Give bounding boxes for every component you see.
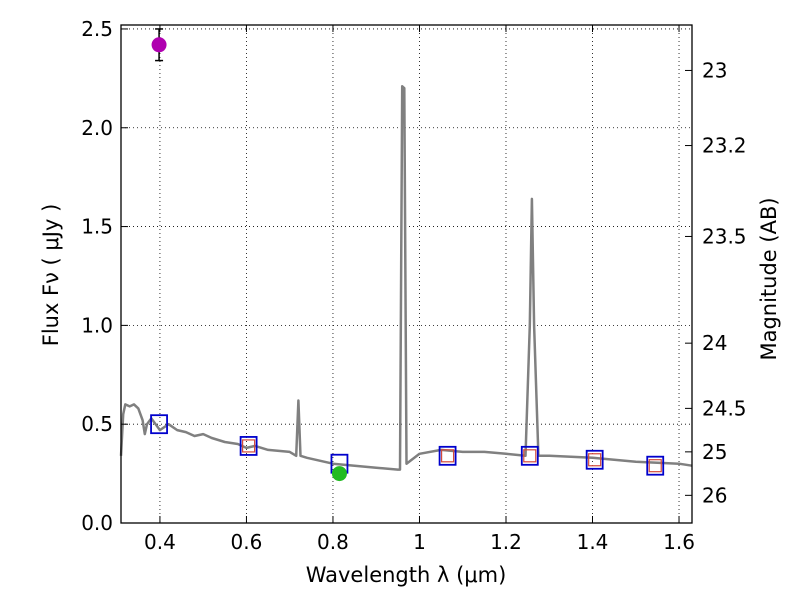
x-tick-label: 0.6 bbox=[231, 530, 263, 554]
y-tick-label: 0.0 bbox=[81, 511, 113, 535]
y2-tick-label: 25 bbox=[702, 440, 727, 464]
model-flux-marker bbox=[239, 436, 258, 456]
y2-tick-label: 24 bbox=[702, 331, 727, 355]
y2-tick-label: 26 bbox=[702, 483, 727, 507]
plot-frame bbox=[120, 24, 693, 524]
x-tick-label: 0.4 bbox=[144, 530, 176, 554]
photometry-2-marker bbox=[331, 466, 347, 482]
grid bbox=[121, 25, 692, 524]
x-tick-label: 1.4 bbox=[577, 530, 609, 554]
y2-tick-label: 23 bbox=[702, 58, 727, 82]
x-tick-label: 0.8 bbox=[317, 530, 349, 554]
observed-flux-marker bbox=[440, 449, 455, 463]
observed-flux-marker bbox=[648, 459, 662, 473]
y-tick-label: 2.0 bbox=[81, 116, 113, 140]
model-spectrum-line bbox=[119, 85, 693, 471]
y-tick-label: 0.5 bbox=[81, 412, 113, 436]
model-flux-marker bbox=[150, 414, 168, 435]
model-flux-marker bbox=[585, 449, 604, 470]
observed-flux-marker bbox=[242, 439, 256, 453]
observed-flux-marker bbox=[523, 449, 537, 463]
y-axis-label: Flux Fν ( μJy ) bbox=[39, 204, 63, 347]
x-tick-label: 1.6 bbox=[663, 530, 695, 554]
y-tick-label: 1.5 bbox=[81, 215, 113, 239]
observed-flux-marker bbox=[588, 453, 602, 467]
y2-tick-label: 23.2 bbox=[702, 134, 747, 158]
x-tick-label: 1 bbox=[413, 530, 426, 554]
y2-tick-label: 24.5 bbox=[702, 396, 747, 420]
model-flux-marker bbox=[646, 455, 665, 476]
x-axis-label: Wavelength λ (μm) bbox=[306, 563, 507, 587]
y-tick-label: 2.5 bbox=[81, 17, 113, 41]
axis-ticks: 0.4 0.6 0.8 1 1.2 1.4 1.6 0.0 0.5 1.0 1.5 2.0 2.5 23 2… bbox=[81, 17, 746, 554]
y2-tick-label: 23.5 bbox=[702, 224, 747, 248]
y2-axis-label: Magnitude (AB) bbox=[757, 197, 781, 360]
x-tick-label: 1.2 bbox=[490, 530, 522, 554]
photometry-1-marker bbox=[151, 37, 167, 53]
model-flux-marker bbox=[438, 445, 457, 466]
model-flux-marker bbox=[520, 445, 539, 466]
y-tick-label: 1.0 bbox=[81, 313, 113, 337]
plot-area bbox=[119, 28, 693, 482]
